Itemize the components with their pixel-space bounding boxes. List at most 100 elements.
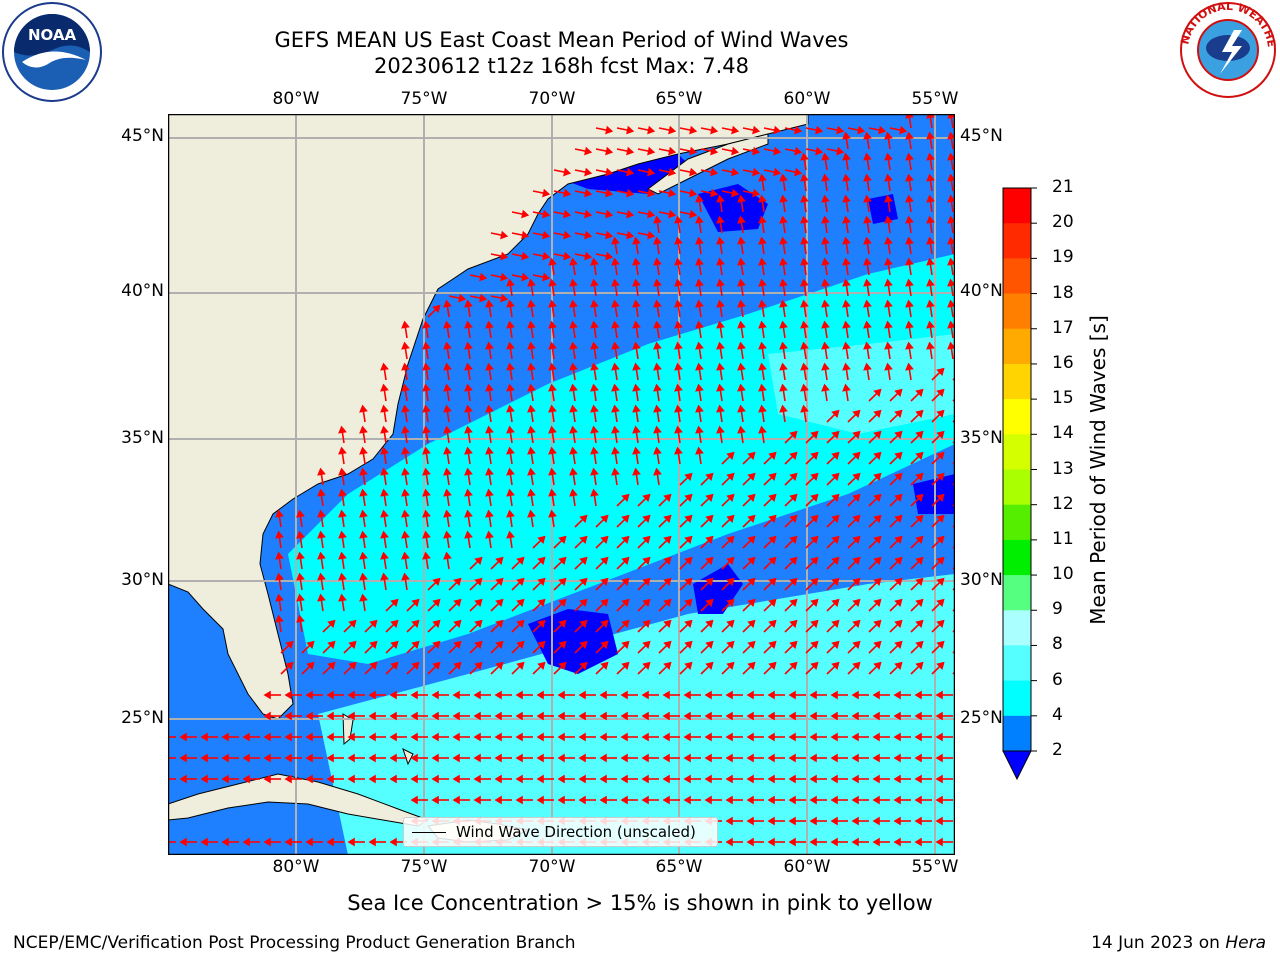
wind-wave-arrow-head xyxy=(296,593,305,602)
wind-wave-arrow-head xyxy=(894,472,903,482)
wind-wave-arrow-head xyxy=(443,488,452,497)
wind-wave-arrow-head xyxy=(789,640,798,650)
footer-date: 14 Jun 2023 on xyxy=(1091,933,1226,953)
wind-wave-arrow-head xyxy=(542,230,551,240)
wind-wave-arrow-head xyxy=(810,430,819,440)
wind-wave-arrow-head xyxy=(443,299,452,308)
colorbar-segment xyxy=(1003,680,1031,717)
wind-wave-arrow-head xyxy=(380,383,389,392)
wind-wave-arrow-head xyxy=(495,577,504,587)
wind-wave-arrow-head xyxy=(947,278,955,287)
wind-wave-arrow-head xyxy=(200,774,208,784)
wind-wave-arrow-head xyxy=(684,598,693,608)
wind-wave-arrow-head xyxy=(368,690,376,700)
wind-wave-arrows xyxy=(168,114,955,847)
wind-wave-arrow-head xyxy=(683,711,691,721)
wind-wave-arrow-head xyxy=(338,593,347,602)
wind-wave-arrow-head xyxy=(810,472,819,482)
wind-wave-arrow-head xyxy=(758,257,767,266)
wind-wave-arrow-head xyxy=(431,774,439,784)
wind-wave-arrow-head xyxy=(516,556,525,566)
wind-wave-arrow-head xyxy=(905,299,914,308)
wind-wave-arrow-head xyxy=(788,711,796,721)
wind-wave-arrow-head xyxy=(926,194,935,203)
wind-wave-arrow-head xyxy=(830,816,838,826)
wind-wave-arrow-head xyxy=(431,711,439,721)
wind-wave-arrow-head xyxy=(494,753,502,763)
colorbar-tick: 4 xyxy=(1052,704,1063,725)
wind-wave-arrow-head xyxy=(830,732,838,742)
wind-wave-arrow-head xyxy=(422,446,431,455)
wind-wave-arrow-head xyxy=(569,362,578,371)
wind-wave-arrow-head xyxy=(800,299,809,308)
wind-wave-arrow-head xyxy=(810,619,819,629)
colorbar-tick: 21 xyxy=(1052,177,1074,197)
wind-wave-arrow-head xyxy=(737,215,746,224)
wind-wave-arrow-head xyxy=(578,774,586,784)
wind-wave-arrow-head xyxy=(317,551,326,560)
wind-wave-arrow-head xyxy=(831,619,840,629)
wind-wave-arrow-head xyxy=(474,598,483,608)
wind-wave-arrow-head xyxy=(914,732,922,742)
wind-wave-arrow-head xyxy=(663,493,672,503)
wind-wave-arrow-head xyxy=(894,661,903,671)
wind-wave-arrow-head xyxy=(767,816,775,826)
footer-credit: NCEP/EMC/Verification Post Processing Pr… xyxy=(13,933,576,953)
wind-wave-arrow-head xyxy=(506,320,515,329)
wind-wave-arrow-head xyxy=(684,493,693,503)
wind-wave-arrow-head xyxy=(789,577,798,587)
wind-wave-arrow-head xyxy=(548,383,557,392)
wind-wave-arrow-head xyxy=(731,167,740,177)
wind-wave-arrow-head xyxy=(767,795,775,805)
wind-wave-arrow-head xyxy=(569,320,578,329)
wind-wave-arrow-head xyxy=(527,299,536,308)
wind-wave-arrow-head xyxy=(831,598,840,608)
wind-wave-arrow-head xyxy=(620,753,628,763)
colorbar-tick: 18 xyxy=(1052,282,1074,303)
wind-wave-arrow-head xyxy=(725,711,733,721)
wind-wave-arrow-head xyxy=(584,188,593,198)
wind-wave-arrow-head xyxy=(443,362,452,371)
wind-wave-arrow-head xyxy=(758,278,767,287)
wind-wave-arrow-head xyxy=(632,341,641,350)
wind-wave-arrow-head xyxy=(542,188,551,198)
wind-wave-arrow-head xyxy=(810,451,819,461)
wind-wave-arrow-head xyxy=(663,661,672,671)
wind-wave-arrow-head xyxy=(899,125,908,135)
wind-wave-arrow-head xyxy=(359,425,368,434)
wind-wave-arrow-head xyxy=(768,577,777,587)
wind-wave-arrow-head xyxy=(893,774,901,784)
wind-wave-arrow-head xyxy=(558,556,567,566)
wind-wave-arrow-head xyxy=(443,404,452,413)
wind-wave-arrow-head xyxy=(599,711,607,721)
wind-wave-arrow-head xyxy=(464,383,473,392)
wind-wave-arrow-head xyxy=(737,299,746,308)
wind-wave-arrow-head xyxy=(620,795,628,805)
wind-wave-arrow-head xyxy=(747,619,756,629)
wind-wave-arrow-head xyxy=(779,278,788,287)
wind-wave-arrow-head xyxy=(494,690,502,700)
wind-wave-arrow-head xyxy=(569,257,578,266)
wind-wave-arrow-head xyxy=(926,278,935,287)
lon-tick-top-3: 65°W xyxy=(655,89,703,109)
wind-wave-arrow-head xyxy=(305,753,313,763)
wind-wave-arrow-head xyxy=(578,753,586,763)
wind-wave-arrow-head xyxy=(863,257,872,266)
wind-wave-arrow-head xyxy=(563,230,572,240)
wind-wave-arrow-head xyxy=(590,278,599,287)
wind-wave-arrow-head xyxy=(317,593,326,602)
wind-wave-arrow-head xyxy=(831,577,840,587)
wind-wave-arrow-head xyxy=(537,640,546,650)
wind-wave-arrow-head xyxy=(584,167,593,177)
wind-wave-arrow-head xyxy=(935,795,943,805)
wind-wave-arrow-head xyxy=(863,320,872,329)
wind-wave-arrow-head xyxy=(878,125,887,135)
wind-wave-arrow-head xyxy=(359,551,368,560)
wind-wave-arrow-head xyxy=(779,320,788,329)
wind-wave-arrow-head xyxy=(737,194,746,203)
wind-wave-arrow-head xyxy=(411,619,420,629)
wind-wave-arrow-head xyxy=(831,640,840,650)
wind-wave-arrow-head xyxy=(830,837,838,847)
wind-wave-arrow-head xyxy=(474,661,483,671)
wind-wave-arrow-head xyxy=(695,194,704,203)
